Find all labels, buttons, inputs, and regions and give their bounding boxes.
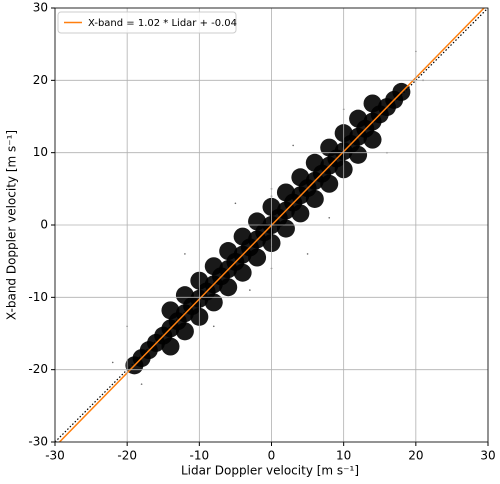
point (363, 130, 382, 149)
point (248, 212, 267, 231)
point (328, 216, 331, 219)
x-tick-label: -30 (45, 449, 65, 463)
point (204, 257, 223, 276)
point (363, 94, 382, 113)
x-tick-label: 10 (336, 449, 351, 463)
point (291, 168, 310, 187)
x-tick-label: -20 (117, 449, 137, 463)
y-tick-label: 10 (33, 145, 48, 159)
point (233, 227, 252, 246)
y-tick-label: -20 (28, 362, 48, 376)
point (140, 383, 143, 385)
x-axis-label: Lidar Doppler velocity [m s⁻¹] (181, 464, 359, 478)
point (291, 204, 310, 223)
point (320, 138, 339, 157)
x-tick-label: 20 (408, 449, 423, 463)
y-tick-label: -10 (28, 290, 48, 304)
x-tick-label: 0 (268, 449, 276, 463)
point (175, 286, 194, 305)
point (233, 263, 252, 282)
point (175, 322, 194, 341)
point (204, 293, 223, 312)
y-tick-label: 20 (33, 73, 48, 87)
point (219, 278, 238, 297)
point (161, 301, 180, 320)
point (305, 189, 324, 208)
point (212, 325, 215, 328)
point (249, 289, 251, 291)
point (161, 337, 180, 356)
point (292, 144, 294, 147)
legend-label: X-band = 1.02 * Lidar + -0.04 (88, 18, 237, 29)
point (306, 253, 309, 255)
point (349, 145, 368, 164)
point (184, 253, 186, 255)
point (276, 219, 295, 238)
point (111, 361, 114, 364)
point (349, 109, 368, 128)
y-tick-label: 0 (40, 218, 48, 232)
point (234, 202, 237, 205)
point (320, 174, 339, 193)
point (276, 183, 295, 202)
legend-box (57, 11, 237, 34)
plot-frame (54, 7, 489, 443)
y-tick-label: -30 (28, 435, 48, 449)
x-tick-label: -10 (190, 449, 210, 463)
point (219, 242, 238, 261)
point (248, 248, 267, 267)
y-tick-label: 30 (33, 1, 48, 15)
y-axis-label: X-band Doppler velocity [m s⁻¹] (5, 130, 19, 320)
legend: X-band = 1.02 * Lidar + -0.04 (57, 11, 237, 34)
point (305, 153, 324, 172)
x-tick-label: 30 (480, 449, 495, 463)
